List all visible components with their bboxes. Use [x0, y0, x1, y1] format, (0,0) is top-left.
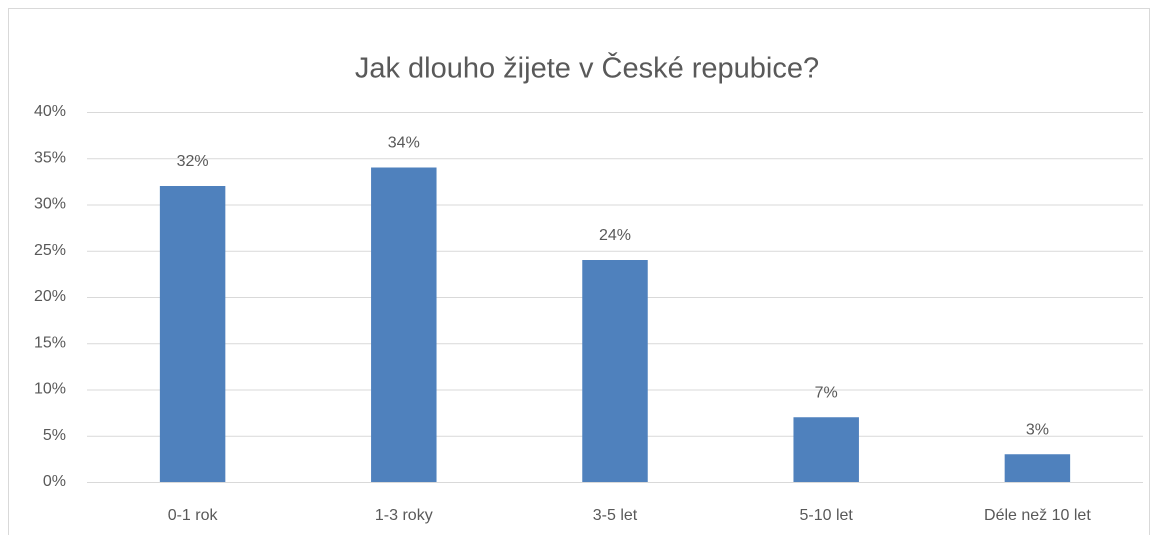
y-tick-label: 20%: [34, 288, 66, 305]
y-tick-label: 5%: [43, 427, 66, 444]
x-tick-label: Déle než 10 let: [984, 507, 1091, 524]
bar: [582, 260, 648, 482]
y-tick-label: 30%: [34, 196, 66, 213]
y-tick-label: 25%: [34, 242, 66, 259]
data-label: 32%: [177, 153, 209, 170]
y-tick-label: 10%: [34, 381, 66, 398]
y-tick-label: 40%: [34, 103, 66, 120]
data-label: 24%: [599, 227, 631, 244]
bar: [371, 167, 437, 482]
chart-title: Jak dlouho žijete v České repubice?: [355, 51, 819, 85]
data-label: 34%: [388, 135, 420, 152]
x-tick-label: 5-10 let: [800, 507, 854, 524]
x-tick-label: 1-3 roky: [375, 507, 433, 524]
y-tick-label: 15%: [34, 334, 66, 351]
x-tick-label: 0-1 rok: [168, 507, 219, 524]
data-label: 3%: [1026, 421, 1049, 438]
bar: [793, 417, 859, 482]
x-tick-label: 3-5 let: [593, 507, 638, 524]
y-tick-label: 35%: [34, 149, 66, 166]
bar: [1004, 454, 1071, 482]
data-label: 7%: [815, 384, 838, 401]
y-tick-label: 0%: [43, 473, 66, 490]
bar: [159, 186, 226, 482]
